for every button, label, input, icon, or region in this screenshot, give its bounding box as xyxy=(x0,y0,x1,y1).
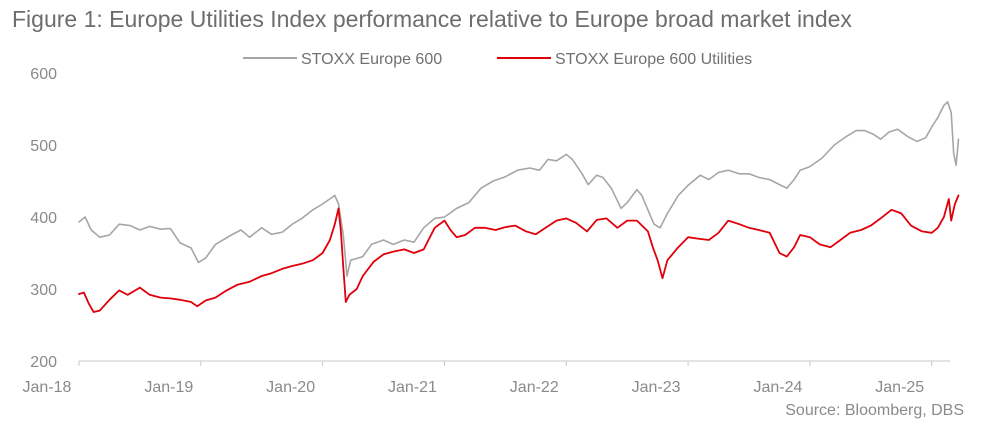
y-tick-label-300: 300 xyxy=(30,282,57,299)
x-tick-label-Jan-22: Jan-22 xyxy=(510,379,559,396)
legend: STOXX Europe 600 STOXX Europe 600 Utiliti… xyxy=(243,51,752,68)
y-tick-label-500: 500 xyxy=(30,138,57,155)
legend-label-0: STOXX Europe 600 xyxy=(301,51,442,68)
y-tick-label-200: 200 xyxy=(30,354,57,371)
x-tick-label-Jan-18: Jan-18 xyxy=(23,379,72,396)
source-note: Source: Bloomberg, DBS xyxy=(785,402,964,419)
x-tick-label-Jan-25: Jan-25 xyxy=(875,379,924,396)
series-line-0 xyxy=(78,101,960,277)
x-tick-label-Jan-24: Jan-24 xyxy=(753,379,802,396)
x-tick-label-Jan-23: Jan-23 xyxy=(632,379,681,396)
series-line-1 xyxy=(78,194,960,313)
legend-label-1: STOXX Europe 600 Utilities xyxy=(555,51,752,68)
chart-title: Figure 1: Europe Utilities Index perform… xyxy=(12,6,852,32)
x-axis: Jan-18 Jan-19 Jan-20 Jan-21 Jan-22 Jan-23 Jan-… xyxy=(23,360,950,396)
x-tick-label-Jan-19: Jan-19 xyxy=(144,379,193,396)
x-tick-label-Jan-20: Jan-20 xyxy=(266,379,315,396)
y-axis: 200 300 400 500 600 xyxy=(30,66,57,371)
x-tick-label-Jan-21: Jan-21 xyxy=(388,379,437,396)
y-tick-label-600: 600 xyxy=(30,66,57,83)
series-layer xyxy=(78,101,960,313)
y-tick-label-400: 400 xyxy=(30,210,57,227)
